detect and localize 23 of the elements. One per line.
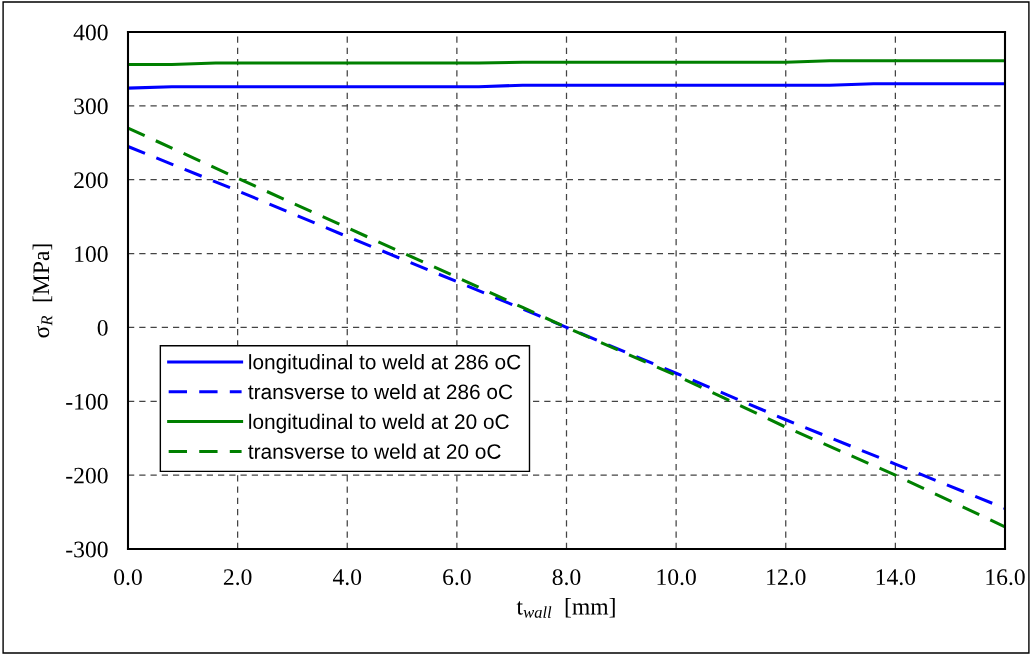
y-tick-label: 200 [74, 172, 108, 189]
legend-label: transverse to weld at 286 oC [248, 383, 513, 400]
y-tick-label: -300 [66, 541, 108, 558]
x-axis-title: t$_{wall}$ [mm] [516, 598, 615, 618]
y-tick-label: 100 [75, 246, 108, 262]
y-axis-title: σ$_{R}$ [MPa] [32, 244, 53, 338]
x-tick-label: 14.0 [876, 569, 916, 586]
x-tick-label: 12.0 [767, 569, 806, 586]
x-tick-label: 6.0 [443, 569, 471, 586]
y-tick-label: 300 [74, 98, 108, 115]
x-tick-label: 2.0 [223, 569, 252, 586]
y-tick-label: -100 [66, 393, 108, 410]
x-tick-label: 10.0 [657, 569, 696, 586]
legend-label: longitudinal to weld at 286 oC [249, 354, 521, 374]
x-tick-label: 16.0 [986, 569, 1025, 586]
y-tick-label: -200 [66, 467, 108, 484]
y-tick-label: 400 [73, 24, 108, 41]
x-tick-label: 0.0 [114, 569, 142, 586]
y-tick-label: 0 [97, 319, 108, 336]
legend-label: longitudinal to weld at 20 oC [249, 413, 509, 434]
x-tick-label: 4.0 [332, 569, 362, 586]
x-tick-label: 8.0 [552, 569, 581, 586]
legend-label: transverse to weld at 20 oC [248, 443, 501, 459]
